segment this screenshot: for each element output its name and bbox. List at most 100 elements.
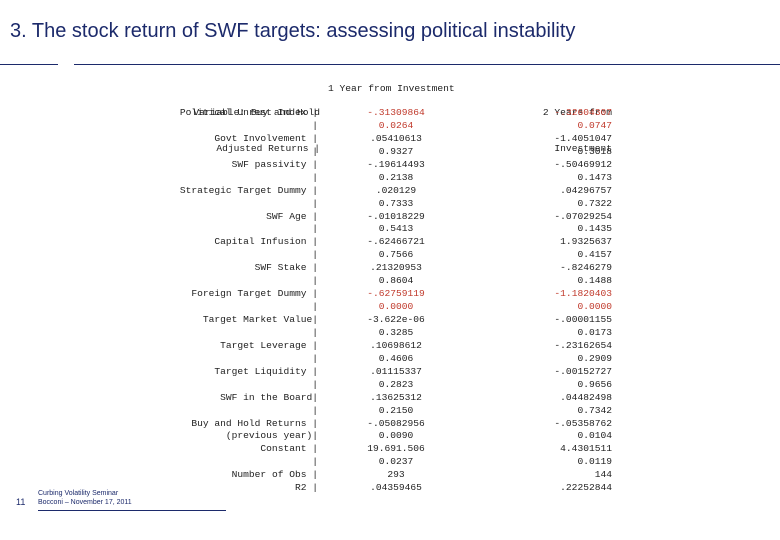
table-row-label: SWF Stake |	[254, 262, 318, 274]
table-cell-2yr: -.23162654	[554, 339, 612, 351]
table-cell-1yr: 0.9327	[378, 145, 414, 157]
table-cell-2yr: -.05358762	[554, 417, 612, 429]
table-row-label: |	[312, 456, 318, 468]
table-cell-1yr: 293	[387, 469, 405, 481]
table-row-label: |	[312, 171, 318, 183]
table-row-label: |	[312, 404, 318, 416]
table-cell-2yr: -.32604307	[554, 107, 612, 118]
table-row-label: SWF in the Board|	[220, 391, 318, 403]
table-cell-1yr: 0.7333	[378, 197, 414, 209]
table-cell-1yr: 0.8604	[378, 275, 414, 287]
table-cell-1yr: -.01018229	[367, 210, 425, 222]
table-cell-1yr: -.31309864	[367, 107, 425, 118]
table-cell-2yr: 0.0747	[577, 119, 612, 131]
table-row-label: |	[312, 119, 318, 131]
table-row-label: Target Leverage |	[220, 339, 318, 351]
table-cell-2yr: -1.4051047	[554, 132, 612, 144]
table-cell-2yr: 0.1488	[577, 275, 612, 287]
table-row-label: |	[312, 301, 318, 313]
table-row-label: SWF passivity |	[231, 158, 318, 170]
table-cell-1yr: 0.0237	[378, 456, 414, 468]
table-cell-1yr: .01115337	[370, 365, 422, 377]
header-label-line1: Variable: Buy and Hold	[193, 107, 320, 118]
page-number: 11	[16, 497, 26, 507]
table-cell-2yr: -1.1820403	[554, 288, 612, 300]
table-cell-1yr: -.62466721	[367, 236, 425, 248]
table-cell-2yr: 0.3018	[577, 145, 612, 157]
table-row-label: Number of Obs |	[231, 469, 318, 481]
table-row-label: Political Unrest Index |	[179, 107, 318, 118]
table-cell-2yr: .04296757	[560, 184, 612, 196]
table-row-label: SWF Age |	[266, 210, 318, 222]
table-cell-1yr: 0.4606	[378, 352, 414, 364]
table-row-label: |	[312, 352, 318, 364]
table-cell-2yr: 0.7342	[577, 404, 612, 416]
table-cell-2yr: 0.0119	[577, 456, 612, 468]
table-cell-2yr: 0.1435	[577, 223, 612, 235]
footer-line2: Bocconi – November 17, 2011	[38, 499, 132, 506]
table-header-variable: Variable: Buy and Hold Adjusted Returns …	[160, 83, 320, 167]
table-header-col2: 2 Years from Investment	[512, 83, 612, 167]
table-row-label: |	[312, 378, 318, 390]
table-cell-1yr: 0.2150	[378, 404, 414, 416]
regression-table-labels: Political Unrest Index | | Govt Involvemen…	[150, 107, 318, 495]
table-cell-1yr: 0.5413	[378, 223, 414, 235]
table-cell-1yr: .04359465	[370, 482, 422, 494]
table-row-label: |	[312, 197, 318, 209]
table-row-label: Buy and Hold Returns |	[191, 417, 318, 429]
table-row-label: Strategic Target Dummy |	[179, 184, 318, 196]
table-row-label: |	[312, 145, 318, 157]
table-cell-1yr: 19.691.506	[367, 443, 425, 455]
regression-table-col1: -.31309864 0.0264.05410613 0.9327 -.1961449…	[330, 107, 462, 495]
table-cell-1yr: 0.3285	[378, 326, 414, 338]
table-cell-1yr: .21320953	[370, 262, 422, 274]
table-cell-2yr: 0.0173	[577, 326, 612, 338]
table-row-label: Constant |	[260, 443, 318, 455]
table-row-label: (previous year)|	[225, 430, 318, 442]
table-cell-1yr: .10698612	[370, 339, 422, 351]
table-cell-2yr: 0.0104	[577, 430, 612, 442]
table-row-label: |	[312, 326, 318, 338]
table-cell-2yr: .22252844	[560, 482, 612, 494]
footer-caption: Curbing Volatility Seminar Bocconi – Nove…	[38, 489, 132, 507]
regression-table-col2: -.32604307 0.0747 -1.4051047 0.3018 -.504699…	[512, 107, 612, 495]
table-cell-1yr: 0.0090	[378, 430, 414, 442]
table-cell-2yr: 144	[594, 469, 612, 481]
table-cell-1yr: 0.0264	[378, 119, 414, 131]
title-underline-right	[74, 64, 780, 65]
table-cell-1yr: 0.2823	[378, 378, 414, 390]
header-label-line2: Adjusted Returns |	[216, 143, 320, 154]
table-cell-2yr: -.8246279	[560, 262, 612, 274]
table-row-label: |	[312, 275, 318, 287]
table-cell-2yr: -.07029254	[554, 210, 612, 222]
table-cell-2yr: .04482498	[560, 391, 612, 403]
footer-line1: Curbing Volatility Seminar	[38, 490, 119, 497]
header-col2-line2: Investment	[554, 143, 612, 154]
table-row-label: Target Liquidity |	[214, 365, 318, 377]
table-cell-2yr: 0.9656	[577, 378, 612, 390]
table-cell-2yr: -.00001155	[554, 314, 612, 325]
table-cell-2yr: -.00152727	[554, 365, 612, 377]
slide-title: 3. The stock return of SWF targets: asse…	[10, 20, 576, 42]
table-cell-1yr: -3.622e-06	[367, 314, 425, 325]
table-cell-1yr: 0.0000	[378, 301, 414, 313]
table-cell-2yr: -.50469912	[554, 158, 612, 170]
footer-rule	[38, 510, 226, 511]
table-cell-2yr: 0.4157	[577, 249, 612, 261]
table-row-label: R2 |	[294, 482, 318, 494]
table-cell-1yr: 0.2138	[378, 171, 414, 183]
table-row-label: |	[312, 249, 318, 261]
table-cell-1yr: 0.7566	[378, 249, 414, 261]
table-cell-2yr: 0.0000	[577, 301, 612, 313]
table-cell-1yr: -.19614493	[367, 158, 425, 170]
table-cell-2yr: 1.9325637	[560, 236, 612, 248]
table-cell-2yr: 0.2909	[577, 352, 612, 364]
header-col2-line1: 2 Years from	[542, 107, 612, 118]
table-cell-1yr: .13625312	[370, 391, 422, 403]
table-cell-1yr: -.05082956	[367, 417, 425, 429]
table-cell-2yr: 4.4301511	[560, 443, 612, 455]
table-row-label: |	[312, 223, 318, 235]
title-underline-left	[0, 64, 58, 65]
table-cell-2yr: 0.1473	[577, 171, 612, 183]
table-cell-1yr: .020129	[375, 184, 417, 196]
